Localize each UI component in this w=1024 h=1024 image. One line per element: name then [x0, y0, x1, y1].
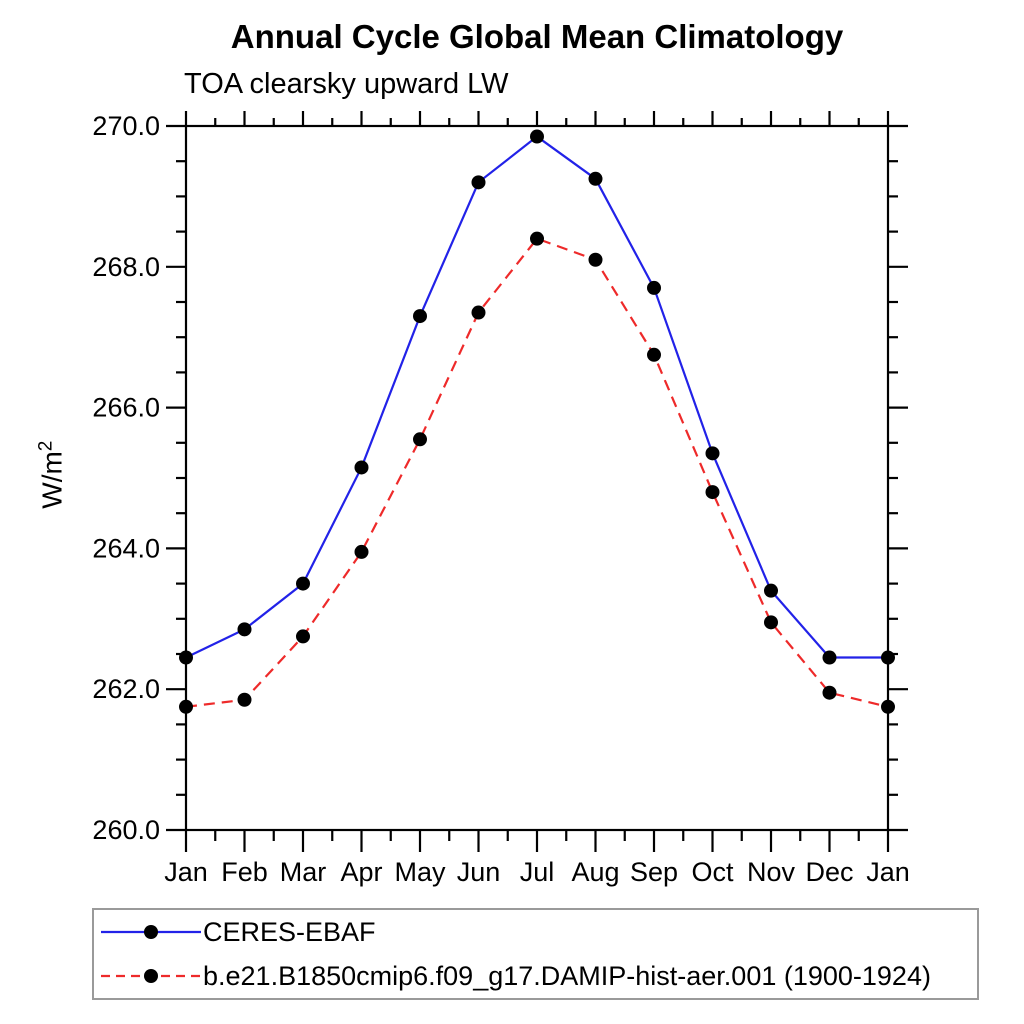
data-point-marker [822, 685, 837, 700]
data-point-marker [296, 576, 310, 591]
legend-line-marker-solid [101, 925, 201, 939]
data-point-marker [354, 460, 369, 475]
legend-item: b.e21.B1850cmip6.f09_g17.DAMIP-hist-aer.… [99, 956, 977, 996]
data-point-marker [764, 583, 778, 598]
x-tick-label: Jan [164, 857, 208, 887]
x-tick-label: Oct [691, 857, 734, 887]
chart-title: Annual Cycle Global Mean Climatology [230, 18, 844, 55]
data-point-marker [179, 699, 193, 714]
legend-line-marker-dashed [101, 969, 201, 983]
data-point-marker [881, 650, 895, 665]
data-point-marker [179, 650, 193, 665]
data-point-marker [822, 650, 837, 665]
data-point-marker [881, 699, 895, 714]
x-tick-label: Apr [340, 857, 382, 887]
data-point-marker [471, 175, 486, 190]
data-point-marker [237, 692, 252, 707]
data-point-marker [296, 629, 310, 644]
y-tick-label: 266.0 [92, 393, 160, 423]
data-point-marker [764, 615, 778, 630]
data-point-marker [471, 305, 486, 320]
legend-label: b.e21.B1850cmip6.f09_g17.DAMIP-hist-aer.… [203, 960, 931, 991]
data-point-marker [647, 280, 661, 295]
data-point-marker [705, 485, 720, 500]
data-point-marker [588, 252, 603, 267]
data-point-marker [237, 622, 252, 637]
legend-item: CERES-EBAF [99, 912, 977, 952]
y-tick-label: 270.0 [92, 111, 160, 141]
x-tick-label: Jan [866, 857, 910, 887]
legend-marker-dot [144, 925, 158, 939]
x-tick-label: Dec [805, 857, 853, 887]
legend-marker-dot [144, 969, 158, 983]
data-point-marker [588, 171, 603, 186]
x-tick-label: Feb [221, 857, 268, 887]
y-tick-label: 260.0 [92, 815, 160, 845]
x-tick-label: Jul [520, 857, 555, 887]
data-point-marker [413, 432, 427, 447]
legend: CERES-EBAF b.e21.B1850cmip6.f09_g17.DAMI… [92, 908, 979, 1000]
data-point-marker [413, 309, 427, 324]
y-tick-label: 264.0 [92, 533, 160, 563]
x-tick-label: Aug [571, 857, 619, 887]
y-tick-label: 268.0 [92, 252, 160, 282]
series-line-solid [185, 135, 888, 659]
legend-label: CERES-EBAF [203, 916, 376, 947]
data-point-marker [354, 544, 369, 559]
y-tick-label: 262.0 [92, 674, 160, 704]
plot-border [184, 124, 890, 832]
series-line-dashed [185, 237, 889, 708]
data-point-marker [647, 347, 661, 362]
x-tick-label: Sep [630, 857, 678, 887]
chart-subtitle: TOA clearsky upward LW [184, 68, 509, 100]
x-tick-label: Jun [457, 857, 501, 887]
data-point-marker [530, 231, 544, 246]
x-tick-label: May [394, 857, 446, 887]
x-tick-label: Mar [280, 857, 327, 887]
data-point-marker [530, 129, 544, 144]
x-tick-label: Nov [747, 857, 796, 887]
data-point-marker [705, 446, 720, 461]
